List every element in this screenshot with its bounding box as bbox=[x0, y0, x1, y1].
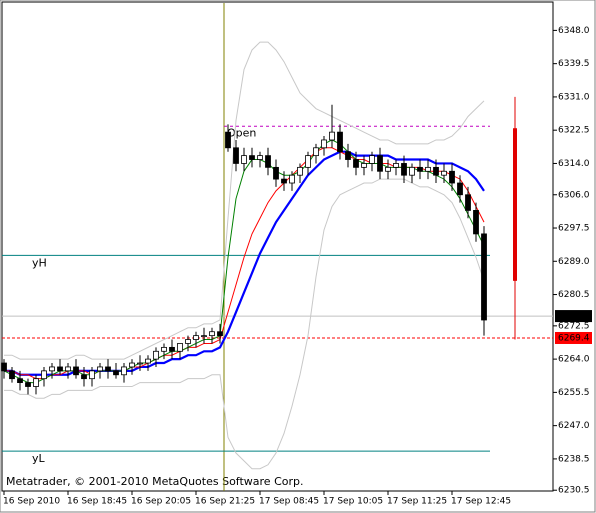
candle-body bbox=[473, 210, 479, 235]
candle-body bbox=[57, 366, 63, 372]
candle-body bbox=[169, 346, 175, 352]
candle-body bbox=[73, 366, 79, 376]
candle-body bbox=[449, 170, 455, 184]
candle-body bbox=[9, 370, 15, 380]
y-tick-label: 6264.0 bbox=[558, 355, 590, 365]
y-tick-label: 6322.5 bbox=[558, 126, 590, 136]
candle-body bbox=[209, 331, 215, 337]
candle-body bbox=[17, 378, 23, 383]
candle-body bbox=[177, 343, 183, 352]
candle-body bbox=[89, 370, 95, 380]
candle-body bbox=[345, 151, 351, 160]
candle-body bbox=[281, 178, 287, 184]
x-tick-label: 16 Sep 20:05 bbox=[131, 497, 191, 507]
candle-body bbox=[329, 131, 335, 141]
candle-body bbox=[97, 366, 103, 372]
candle-body bbox=[41, 370, 47, 380]
candle-body bbox=[121, 366, 127, 376]
candle-body bbox=[1, 362, 7, 372]
last-price-label: 6275.0 bbox=[558, 312, 590, 322]
candle-body bbox=[457, 182, 463, 196]
y-tick-label: 6255.5 bbox=[558, 388, 590, 398]
candle-body bbox=[401, 163, 407, 176]
y-tick-label: 6339.5 bbox=[558, 59, 590, 69]
y-tick-label: 6230.5 bbox=[558, 486, 590, 496]
y-tick-label: 6289.0 bbox=[558, 257, 590, 267]
candle-body bbox=[425, 166, 431, 172]
candle-body bbox=[161, 346, 167, 352]
candle-body bbox=[185, 339, 191, 344]
candle-body bbox=[113, 370, 119, 376]
candle-body bbox=[385, 166, 391, 172]
candle-body bbox=[257, 155, 263, 160]
candle-body bbox=[377, 155, 383, 172]
candle-body bbox=[153, 350, 159, 360]
candle-body bbox=[217, 331, 223, 337]
bid-price-label: 6269.4 bbox=[558, 333, 590, 343]
level-label: Open bbox=[227, 126, 256, 139]
candle-body bbox=[81, 374, 87, 380]
candle-body bbox=[305, 155, 311, 168]
candle-body bbox=[441, 170, 447, 176]
candle-body bbox=[481, 233, 487, 321]
last-price-box bbox=[555, 310, 592, 323]
candle-body bbox=[393, 163, 399, 168]
indicator-line bbox=[4, 41, 485, 360]
footer: Metatrader, © 2001-2010 MetaQuotes Softw… bbox=[6, 475, 303, 488]
candle-body bbox=[321, 139, 327, 149]
candle-body bbox=[137, 362, 143, 365]
candle-body bbox=[361, 163, 367, 168]
candle-body bbox=[353, 159, 359, 168]
x-tick-label: 16 Sep 18:45 bbox=[67, 497, 127, 507]
candle-body bbox=[65, 366, 71, 372]
candle-body bbox=[225, 131, 231, 149]
x-tick-label: 16 Sep 21:25 bbox=[195, 497, 255, 507]
x-tick-label: 16 Sep 2010 bbox=[3, 497, 60, 507]
level-label: yL bbox=[32, 452, 46, 465]
candle-body bbox=[273, 166, 279, 180]
candle-body bbox=[265, 155, 271, 168]
candle-body bbox=[193, 335, 199, 340]
candle-body bbox=[249, 155, 255, 160]
candle-body bbox=[233, 147, 239, 164]
candle-body bbox=[369, 155, 375, 164]
candle-body bbox=[145, 358, 151, 364]
y-tick-label: 6348.0 bbox=[558, 26, 590, 36]
bid-price-box bbox=[555, 331, 592, 344]
y-tick-label: 6314.0 bbox=[558, 159, 590, 169]
candle-body bbox=[25, 382, 31, 387]
y-tick-label: 6272.5 bbox=[558, 321, 590, 331]
candle-body bbox=[49, 366, 55, 372]
candle-body bbox=[289, 174, 295, 184]
y-tick-label: 6297.5 bbox=[558, 224, 590, 234]
y-tick-label: 6247.0 bbox=[558, 421, 590, 431]
x-tick-label: 17 Sep 08:45 bbox=[259, 497, 319, 507]
y-tick-label: 6306.0 bbox=[558, 190, 590, 200]
candle-body bbox=[297, 166, 303, 176]
x-tick-label: 17 Sep 10:05 bbox=[323, 497, 383, 507]
candle-body bbox=[105, 366, 111, 372]
y-tick-label: 6331.0 bbox=[558, 92, 590, 102]
level-label: yH bbox=[32, 256, 47, 269]
y-tick-label: 6238.5 bbox=[558, 454, 590, 464]
candle-body bbox=[409, 166, 415, 176]
x-tick-label: 17 Sep 11:25 bbox=[387, 497, 447, 507]
candle-body bbox=[241, 155, 247, 164]
x-tick-label: 17 Sep 12:45 bbox=[451, 497, 511, 507]
candle-body bbox=[337, 131, 343, 153]
plot-area bbox=[1, 1, 554, 492]
candle-body bbox=[129, 362, 135, 368]
candle-body bbox=[201, 335, 207, 338]
candle-body bbox=[417, 166, 423, 172]
candle-body bbox=[313, 147, 319, 157]
y-tick-label: 6280.5 bbox=[558, 290, 590, 300]
candle-body bbox=[465, 194, 471, 211]
candle-body bbox=[433, 166, 439, 176]
candle-body bbox=[33, 378, 39, 387]
range-bar bbox=[513, 128, 517, 281]
